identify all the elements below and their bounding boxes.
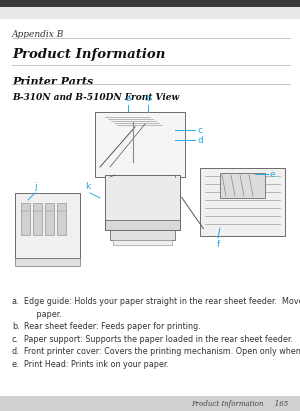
Text: paper.: paper. [24,309,62,319]
Text: Print Head: Prints ink on your paper.: Print Head: Prints ink on your paper. [24,360,169,369]
Text: a: a [125,94,131,103]
Text: c: c [197,125,202,134]
Bar [0,7,300,19]
Text: Edge guide: Holds your paper straight in the rear sheet feeder.  Move it to the : Edge guide: Holds your paper straight in… [24,297,300,306]
Text: c.: c. [12,335,19,344]
Text: Appendix B: Appendix B [12,30,64,39]
Text: Product Information     165: Product Information 165 [191,399,288,407]
Text: B-310N and B-510DN Front View: B-310N and B-510DN Front View [12,93,179,102]
Text: b.: b. [12,322,20,331]
Text: Front printer cover: Covers the printing mechanism. Open only when the paper jam: Front printer cover: Covers the printing… [24,347,300,356]
Text: Product Information: Product Information [12,48,165,61]
Text: Paper support: Supports the paper loaded in the rear sheet feeder.: Paper support: Supports the paper loaded… [24,335,293,344]
Bar [95,112,185,177]
Bar [0,396,300,411]
Bar [57,203,66,235]
Text: d: d [197,136,203,145]
Bar [21,203,30,235]
Bar [15,193,80,258]
Text: a.: a. [12,297,20,306]
Text: Rear sheet feeder: Feeds paper for printing.: Rear sheet feeder: Feeds paper for print… [24,322,201,331]
Text: Printer Parts: Printer Parts [12,76,93,87]
Bar [0,0,300,7]
Text: e: e [270,169,276,178]
Bar [110,230,175,240]
Bar [0,100,300,290]
Text: k: k [85,182,91,191]
Bar [105,220,180,230]
Text: d.: d. [12,347,20,356]
Bar [33,203,42,235]
Text: b: b [145,94,151,103]
Bar [105,175,180,230]
Text: e.: e. [12,360,20,369]
Text: f: f [216,240,220,249]
Text: j: j [34,182,36,191]
Bar [220,173,265,198]
Bar [200,168,285,236]
Bar [45,203,54,235]
Bar [113,240,172,245]
Bar [15,258,80,266]
